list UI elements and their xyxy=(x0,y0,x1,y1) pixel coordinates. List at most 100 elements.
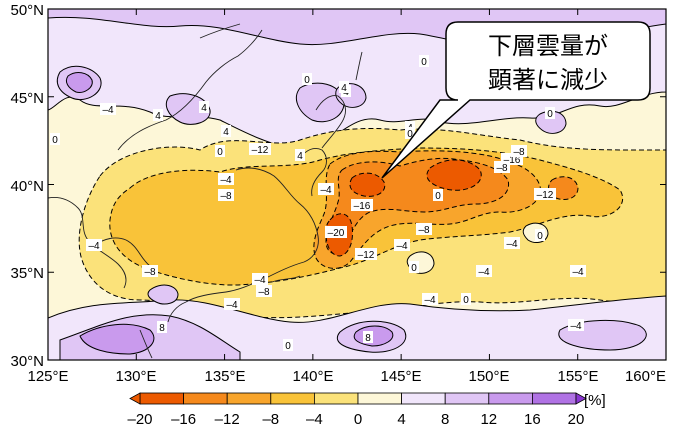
colorbar-tick-label: –20 xyxy=(127,411,152,428)
contour-label: –4 xyxy=(568,319,584,332)
svg-text:–8: –8 xyxy=(258,287,270,298)
contour-label: –4 xyxy=(570,265,586,278)
contour-label: –8 xyxy=(218,189,234,202)
svg-text:–16: –16 xyxy=(354,201,371,212)
lat-label: 35°N xyxy=(10,265,44,282)
colorbar-swatch xyxy=(139,392,184,405)
lon-label: 150°E xyxy=(468,368,509,385)
contour-label: 0 xyxy=(215,145,225,158)
svg-text:4: 4 xyxy=(201,103,207,114)
lon-label: 135°E xyxy=(204,368,245,385)
svg-text:–4: –4 xyxy=(254,275,266,286)
colorbar-tick-label: 4 xyxy=(397,411,405,428)
svg-text:0: 0 xyxy=(304,75,310,86)
svg-text:–4: –4 xyxy=(478,267,490,278)
svg-text:0: 0 xyxy=(52,135,58,146)
svg-text:–4: –4 xyxy=(102,105,114,116)
callout-line1: 下層雲量が xyxy=(488,32,608,60)
colorbar-min-arrow xyxy=(129,392,141,405)
svg-text:–4: –4 xyxy=(88,241,100,252)
contour-label: 0 xyxy=(433,189,443,202)
colorbar-swatch xyxy=(183,392,228,405)
svg-text:–20: –20 xyxy=(328,228,345,239)
svg-text:–12: –12 xyxy=(537,190,554,201)
svg-text:4: 4 xyxy=(155,111,161,122)
contour-label: –4 xyxy=(504,237,520,250)
contour-label: –20 xyxy=(325,226,347,239)
colorbar-swatch xyxy=(270,392,315,405)
lat-label: 50°N xyxy=(10,2,44,19)
colorbar-tick-label: 0 xyxy=(354,411,362,428)
svg-text:–4: –4 xyxy=(570,321,582,332)
colorbar-swatch xyxy=(532,392,577,405)
contour-label: –4 xyxy=(394,239,410,252)
colorbar-swatch xyxy=(226,392,272,405)
colorbar-tick-label: 16 xyxy=(524,411,541,428)
contour-label: –4 xyxy=(318,183,334,196)
contour-label: –4 xyxy=(422,293,438,306)
contour-label: –4 xyxy=(476,265,492,278)
lon-label: 140°E xyxy=(292,368,333,385)
contour-label: –16 xyxy=(351,199,373,212)
callout-line2: 顕著に減少 xyxy=(488,66,608,94)
contour-label: 0 xyxy=(405,127,415,140)
svg-text:–8: –8 xyxy=(144,267,156,278)
colorbar-swatch xyxy=(313,392,359,405)
svg-text:–4: –4 xyxy=(226,300,238,311)
svg-text:–4: –4 xyxy=(572,267,584,278)
colorbar-tick-label: 20 xyxy=(568,411,585,428)
colorbar-max-arrow xyxy=(575,392,587,405)
contour-label: 8 xyxy=(363,331,373,344)
contour-label: 0 xyxy=(409,261,419,274)
contour-label: 0 xyxy=(50,133,60,146)
colorbar-swatch xyxy=(401,392,446,405)
colorbar-tick-label: –4 xyxy=(306,411,323,428)
lat-label: 40°N xyxy=(10,178,44,195)
contour-label: 4 xyxy=(153,109,163,122)
colorbar-swatch xyxy=(357,392,402,405)
contour-labels: 0404404044–4–12–16–8–80–4–8–16–20–12–8–4… xyxy=(50,55,586,352)
svg-text:4: 4 xyxy=(341,83,347,94)
colorbar-swatch xyxy=(488,392,533,405)
contour-label: 4 xyxy=(339,81,349,94)
colorbar-tick-label: –16 xyxy=(171,411,196,428)
svg-text:8: 8 xyxy=(365,333,371,344)
callout: 下層雲量が 顕著に減少 xyxy=(381,21,651,179)
svg-text:–4: –4 xyxy=(396,241,408,252)
axis-ticks xyxy=(47,8,667,361)
contour-label: 0 xyxy=(419,55,429,68)
lon-label: 155°E xyxy=(557,368,598,385)
contour-label: 0 xyxy=(283,339,293,352)
svg-text:–4: –4 xyxy=(220,175,232,186)
svg-text:–16: –16 xyxy=(504,155,521,166)
contour-label: –8 xyxy=(256,285,272,298)
contour-label: –4 xyxy=(86,239,102,252)
contour-label: –8 xyxy=(416,223,432,236)
callout-bubble xyxy=(381,21,651,179)
svg-text:–8: –8 xyxy=(220,191,232,202)
contour-label: –4 xyxy=(252,273,268,286)
svg-text:0: 0 xyxy=(407,129,413,140)
colorbar: –20 –16 –12 –8 –4 0 4 8 12 16 20 [%] xyxy=(127,392,605,428)
svg-text:–8: –8 xyxy=(418,225,430,236)
colorbar-tick-label: –12 xyxy=(215,411,240,428)
contour-label: –12 xyxy=(249,143,271,156)
svg-text:–8: –8 xyxy=(496,163,508,174)
svg-text:0: 0 xyxy=(537,231,543,242)
contour-label: 8 xyxy=(157,321,167,334)
contour-label: 4 xyxy=(199,101,209,114)
contour-label: –12 xyxy=(355,248,377,261)
svg-text:–12: –12 xyxy=(252,145,269,156)
colorbar-tick-label: 8 xyxy=(441,411,449,428)
svg-text:0: 0 xyxy=(285,341,291,352)
svg-text:–4: –4 xyxy=(424,295,436,306)
lon-label: 130°E xyxy=(115,368,156,385)
svg-text:–4: –4 xyxy=(506,239,518,250)
contour-label: –8 xyxy=(494,161,510,174)
svg-text:0: 0 xyxy=(435,191,441,202)
lon-label: 160°E xyxy=(625,368,666,385)
contour-label: 0 xyxy=(302,73,312,86)
contour-label: –4 xyxy=(100,103,116,116)
svg-text:0: 0 xyxy=(411,263,417,274)
